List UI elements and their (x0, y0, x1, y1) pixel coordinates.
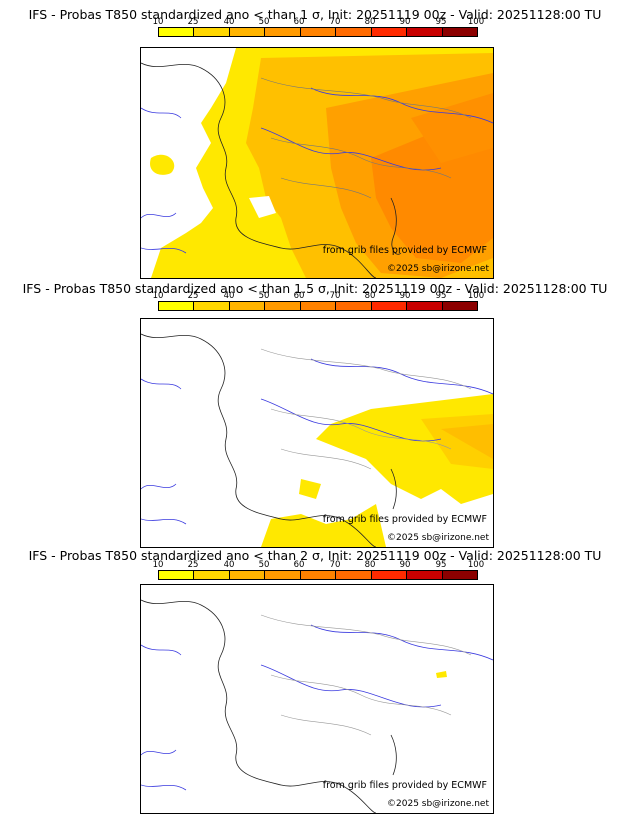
colorbar-tick: 100 (467, 291, 485, 301)
colorbar-swatch (265, 28, 301, 36)
colorbar-tick: 50 (258, 17, 270, 27)
probability-map: from grib files provided by ECMWF ©2025 … (140, 584, 494, 814)
colorbar-tick: 95 (435, 291, 447, 301)
colorbar-tick: 10 (152, 291, 164, 301)
colorbar-swatch (229, 28, 266, 36)
colorbar-tick: 90 (399, 17, 411, 27)
colorbar-tick: 80 (364, 291, 376, 301)
colorbar-tick: 95 (435, 560, 447, 570)
colorbar-swatch (407, 302, 443, 310)
colorbar-tick: 90 (399, 291, 411, 301)
map-panel-1: IFS - Probas T850 standardized ano < tha… (0, 0, 630, 279)
colorbar-swatch (194, 571, 230, 579)
colorbar-tick: 25 (187, 291, 199, 301)
colorbar-swatch (442, 571, 477, 579)
colorbar-tick: 50 (258, 560, 270, 570)
colorbar-swatch (371, 302, 408, 310)
colorbar-tick: 40 (223, 560, 235, 570)
colorbar-swatch (336, 302, 372, 310)
copyright-credit: ©2025 sb@irizone.net (387, 533, 489, 543)
map-panel-3: IFS - Probas T850 standardized ano < tha… (0, 548, 630, 828)
colorbar-swatch (300, 302, 337, 310)
colorbar-labels: 10 25 40 50 60 70 80 90 95 100 (140, 291, 490, 303)
colorbar (158, 301, 478, 311)
copyright-credit: ©2025 sb@irizone.net (387, 264, 489, 274)
panel-title: IFS - Probas T850 standardized ano < tha… (28, 548, 602, 563)
panel-title: IFS - Probas T850 standardized ano < tha… (22, 281, 608, 296)
colorbar (158, 570, 478, 580)
colorbar-swatch (371, 28, 408, 36)
colorbar-tick: 60 (293, 560, 305, 570)
probability-map: from grib files provided by ECMWF ©2025 … (140, 47, 494, 279)
copyright-credit: ©2025 sb@irizone.net (387, 799, 489, 809)
source-credit: from grib files provided by ECMWF (322, 514, 487, 525)
colorbar-swatch (229, 571, 266, 579)
colorbar-swatch (159, 28, 195, 36)
colorbar-swatch (194, 28, 230, 36)
probability-map: from grib files provided by ECMWF ©2025 … (140, 318, 494, 548)
colorbar-swatch (265, 302, 301, 310)
source-credit: from grib files provided by ECMWF (322, 780, 487, 791)
colorbar-tick: 40 (223, 291, 235, 301)
colorbar-swatch (300, 571, 337, 579)
colorbar-tick: 10 (152, 17, 164, 27)
colorbar-swatch (265, 571, 301, 579)
colorbar-swatch (442, 28, 477, 36)
colorbar (158, 27, 478, 37)
source-credit: from grib files provided by ECMWF (322, 245, 487, 256)
colorbar-swatch (300, 28, 337, 36)
colorbar-labels: 10 25 40 50 60 70 80 90 95 100 (140, 560, 490, 572)
colorbar-tick: 50 (258, 291, 270, 301)
colorbar-tick: 60 (293, 291, 305, 301)
colorbar-swatch (442, 302, 477, 310)
colorbar-tick: 100 (467, 560, 485, 570)
colorbar-swatch (159, 302, 195, 310)
colorbar-swatch (159, 571, 195, 579)
colorbar-tick: 25 (187, 560, 199, 570)
colorbar-tick: 40 (223, 17, 235, 27)
colorbar-swatch (371, 571, 408, 579)
colorbar-swatch (336, 571, 372, 579)
colorbar-swatch (229, 302, 266, 310)
colorbar-tick: 70 (329, 560, 341, 570)
colorbar-swatch (336, 28, 372, 36)
colorbar-tick: 25 (187, 17, 199, 27)
colorbar-tick: 70 (329, 291, 341, 301)
map-panel-2: IFS - Probas T850 standardized ano < tha… (0, 274, 630, 548)
colorbar-tick: 95 (435, 17, 447, 27)
colorbar-swatch (194, 302, 230, 310)
colorbar-tick: 60 (293, 17, 305, 27)
colorbar-swatch (407, 28, 443, 36)
colorbar-swatch (407, 571, 443, 579)
colorbar-tick: 10 (152, 560, 164, 570)
colorbar-labels: 10 25 40 50 60 70 80 90 95 100 (140, 17, 490, 29)
colorbar-tick: 100 (467, 17, 485, 27)
colorbar-tick: 80 (364, 17, 376, 27)
colorbar-tick: 70 (329, 17, 341, 27)
colorbar-tick: 90 (399, 560, 411, 570)
colorbar-tick: 80 (364, 560, 376, 570)
panel-title: IFS - Probas T850 standardized ano < tha… (28, 7, 602, 22)
